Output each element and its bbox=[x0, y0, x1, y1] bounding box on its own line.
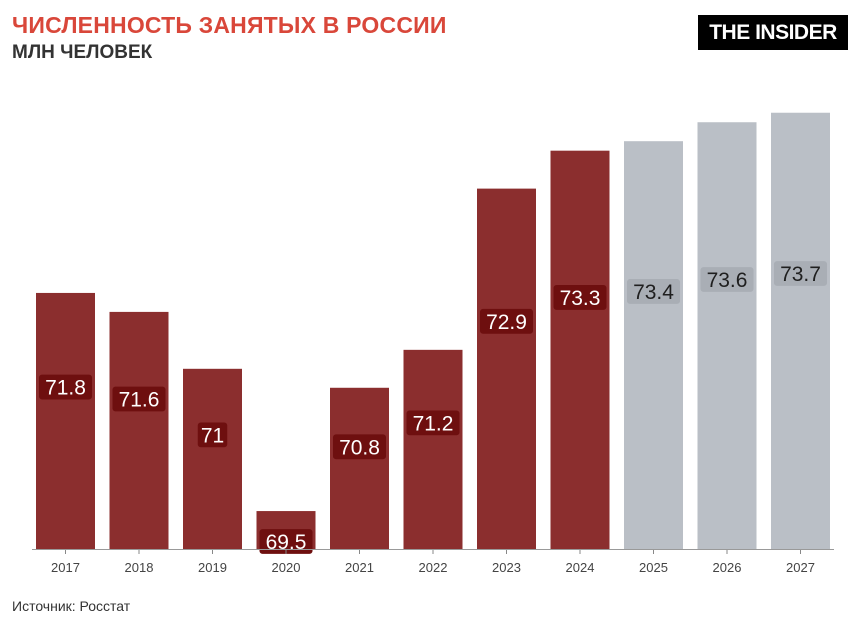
bar-2025 bbox=[624, 141, 683, 549]
x-tick-label-2023: 2023 bbox=[492, 560, 521, 575]
bar-2021 bbox=[330, 387, 389, 549]
value-label-2019: 71 bbox=[201, 424, 224, 447]
x-tick-label-2022: 2022 bbox=[419, 560, 448, 575]
value-label-badge bbox=[406, 410, 460, 436]
value-label-badge bbox=[479, 308, 534, 334]
value-label-badge bbox=[553, 285, 607, 310]
value-label-badge bbox=[112, 386, 166, 412]
x-tick-label-2026: 2026 bbox=[713, 560, 742, 575]
bar-2026 bbox=[697, 122, 757, 550]
x-tick-label-2024: 2024 bbox=[566, 560, 595, 575]
value-label-2027: 73.7 bbox=[780, 263, 821, 286]
bar-2023 bbox=[477, 188, 536, 549]
value-label-badge bbox=[773, 261, 828, 286]
value-label-badge bbox=[700, 267, 754, 292]
value-label-badge bbox=[197, 422, 228, 448]
bar-2018 bbox=[109, 311, 169, 549]
x-tick-label-2017: 2017 bbox=[51, 560, 80, 575]
bar-2017 bbox=[36, 292, 95, 549]
the-insider-logo: THE INSIDER bbox=[698, 15, 848, 50]
bar-2024 bbox=[550, 150, 610, 549]
value-label-2017: 71.8 bbox=[45, 377, 86, 400]
bar-2019 bbox=[183, 368, 242, 549]
bar-2027 bbox=[771, 112, 830, 549]
value-label-badge bbox=[332, 434, 387, 460]
value-label-badge bbox=[259, 529, 313, 554]
value-label-badge bbox=[626, 279, 681, 304]
chart-subtitle: МЛН ЧЕЛОВЕК bbox=[12, 42, 153, 63]
value-label-2018: 71.6 bbox=[119, 389, 160, 412]
source-note: Источник: Росстат bbox=[12, 598, 131, 614]
bar-2022 bbox=[403, 349, 463, 549]
x-tick-label-2020: 2020 bbox=[272, 560, 301, 575]
value-label-badge bbox=[38, 374, 93, 400]
value-label-2026: 73.6 bbox=[707, 269, 748, 292]
value-label-2020: 69.5 bbox=[266, 531, 307, 554]
x-tick-label-2027: 2027 bbox=[786, 560, 815, 575]
value-label-2022: 71.2 bbox=[413, 412, 454, 435]
x-tick-label-2019: 2019 bbox=[198, 560, 227, 575]
x-tick-label-2025: 2025 bbox=[639, 560, 668, 575]
value-label-2024: 73.3 bbox=[560, 287, 601, 310]
x-tick-label-2021: 2021 bbox=[345, 560, 374, 575]
value-label-2023: 72.9 bbox=[486, 311, 527, 334]
value-label-2021: 70.8 bbox=[339, 436, 380, 459]
x-tick-label-2018: 2018 bbox=[125, 560, 154, 575]
value-label-2025: 73.4 bbox=[633, 281, 674, 304]
chart-title: ЧИСЛЕННОСТЬ ЗАНЯТЫХ В РОССИИ bbox=[12, 12, 447, 38]
